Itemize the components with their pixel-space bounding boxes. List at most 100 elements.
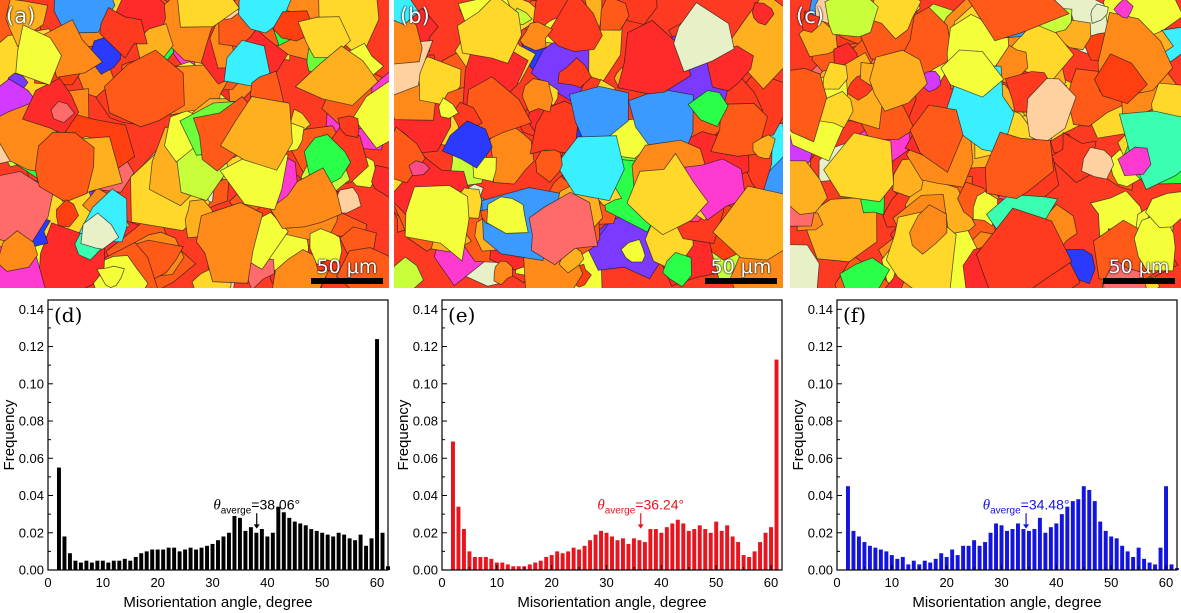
y-axis-label: Frequency — [790, 399, 807, 470]
bar — [1005, 530, 1009, 570]
bar — [78, 562, 83, 570]
bar — [763, 532, 768, 570]
x-tick-label: 30 — [205, 575, 219, 590]
bar — [1076, 499, 1081, 570]
bar — [287, 517, 292, 570]
y-tick-label: 0.00 — [808, 563, 833, 578]
bar — [331, 536, 336, 570]
bar — [593, 534, 598, 570]
bar — [1114, 538, 1119, 570]
bar — [243, 530, 248, 570]
bar — [922, 560, 927, 570]
ebsd-map-b: (b) 50 μm — [394, 0, 783, 288]
bar — [692, 529, 697, 570]
bar — [626, 543, 631, 570]
bar — [106, 562, 111, 570]
y-tick-label: 0.06 — [413, 451, 438, 466]
bar — [342, 534, 347, 570]
bar — [1010, 529, 1015, 570]
bar — [150, 549, 155, 570]
bar — [467, 551, 472, 570]
bar — [566, 551, 571, 570]
x-tick-label: 0 — [44, 575, 51, 590]
bar — [177, 551, 182, 570]
ebsd-map-a: (a) 50 μm — [0, 0, 389, 288]
x-tick-label: 40 — [1049, 575, 1063, 590]
bar — [675, 519, 680, 570]
bar — [604, 532, 609, 570]
y-tick-label: 0.00 — [413, 563, 438, 578]
bar — [944, 556, 949, 570]
bar — [1164, 486, 1169, 570]
bar — [966, 545, 971, 570]
bar — [631, 538, 636, 570]
bar — [472, 556, 477, 570]
bar — [867, 545, 872, 570]
bar — [950, 549, 955, 570]
bar — [555, 551, 560, 570]
bar — [741, 555, 746, 570]
grain-map-image — [0, 0, 389, 288]
bar — [900, 556, 905, 570]
bar — [933, 558, 938, 570]
x-tick-label: 50 — [1104, 575, 1118, 590]
scale-bar: 50 μm — [1103, 257, 1175, 284]
bar — [961, 545, 966, 570]
bar — [856, 536, 861, 570]
bar — [221, 536, 226, 570]
bar — [1043, 532, 1048, 570]
scale-bar: 50 μm — [311, 257, 383, 284]
average-annotation: θaverge=34.48° — [983, 496, 1070, 516]
bar — [183, 549, 188, 570]
bar — [983, 542, 988, 570]
y-tick-label: 0.10 — [808, 376, 833, 391]
bar — [144, 551, 149, 570]
bar — [358, 534, 363, 570]
bar — [873, 547, 878, 570]
y-tick-label: 0.02 — [413, 525, 438, 540]
y-axis-label: Frequency — [395, 399, 412, 470]
bar — [588, 540, 593, 570]
bar — [128, 560, 133, 570]
bar — [686, 530, 691, 570]
bar — [194, 549, 199, 570]
bar — [708, 532, 713, 570]
bar — [1142, 558, 1147, 570]
x-tick-label: 10 — [490, 575, 504, 590]
bar — [216, 540, 220, 570]
panel-label: (d) — [54, 303, 82, 327]
y-tick-label: 0.12 — [413, 339, 438, 354]
bar — [155, 549, 160, 570]
bar — [911, 560, 916, 570]
bar — [1081, 486, 1086, 570]
bar — [139, 553, 144, 570]
x-tick-label: 50 — [315, 575, 329, 590]
y-tick-label: 0.14 — [413, 302, 438, 317]
average-arrow — [637, 513, 644, 529]
x-tick-label: 60 — [1159, 575, 1173, 590]
bar — [725, 525, 730, 570]
bar — [889, 555, 894, 570]
bar — [1087, 489, 1092, 570]
bar — [254, 532, 259, 570]
bar — [642, 542, 647, 570]
bar — [84, 560, 89, 570]
bar — [1059, 514, 1064, 570]
x-tick-label: 30 — [599, 575, 613, 590]
bar — [1136, 547, 1141, 570]
bar — [1032, 529, 1037, 570]
panel-label: (a) — [6, 4, 36, 28]
y-tick-label: 0.12 — [19, 339, 44, 354]
scale-bar-label: 50 μm — [1108, 256, 1170, 278]
bar — [369, 538, 374, 570]
y-tick-label: 0.10 — [19, 376, 44, 391]
grain-map-image — [394, 0, 783, 288]
bar — [681, 523, 686, 570]
bar — [353, 540, 358, 570]
bar — [599, 530, 604, 570]
bar — [994, 523, 999, 570]
bar — [1021, 529, 1026, 570]
bar — [375, 339, 380, 570]
bar — [851, 530, 856, 570]
average-annotation: θaverge=38.06° — [213, 496, 300, 516]
